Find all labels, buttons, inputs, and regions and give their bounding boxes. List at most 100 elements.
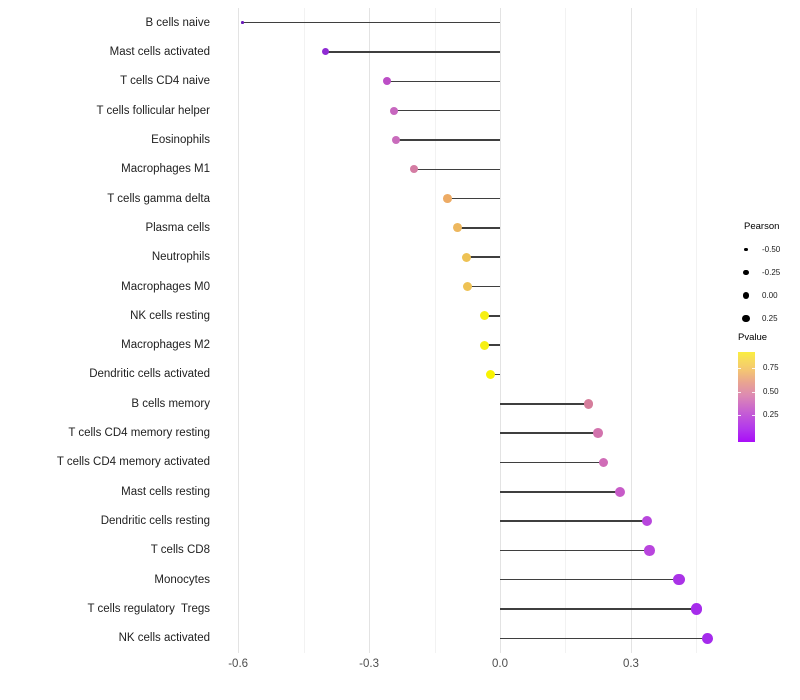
y-axis-label: Plasma cells <box>145 221 210 234</box>
lollipop-dot <box>690 603 703 615</box>
gradient-tick <box>752 368 755 370</box>
size-legend-entry: -0.50 <box>738 238 800 261</box>
lollipop-dot <box>462 252 472 262</box>
lollipop-stem <box>396 139 500 141</box>
legend-value-label: 0.25 <box>762 314 778 323</box>
lollipop-dot <box>480 340 490 350</box>
lollipop-stem <box>500 549 650 552</box>
lollipop-stem <box>500 432 598 434</box>
lollipop-dot <box>644 545 655 556</box>
lollipop-stem <box>325 51 500 53</box>
lollipop-stem <box>490 373 500 376</box>
lollipop-stem <box>467 285 500 288</box>
x-axis: -0.6 -0.3 0.0 0.3 <box>222 658 737 676</box>
lollipop-dot <box>479 311 489 321</box>
size-legend-entry: 0.25 <box>738 307 800 330</box>
gridline-minor <box>303 8 305 653</box>
lollipop-stem <box>393 109 500 112</box>
legend-dot-box <box>738 269 754 276</box>
lollipop-dot <box>615 486 626 497</box>
size-legend-entry: 0.00 <box>738 284 800 307</box>
y-axis-label: Macrophages M0 <box>121 280 210 293</box>
y-axis-label: Eosinophils <box>151 133 210 146</box>
y-axis-label: Neutrophils <box>151 251 210 264</box>
lollipop-stem <box>414 168 500 170</box>
gridline-minor <box>696 8 698 653</box>
pvalue-color-legend: Pvalue 0.75 0.50 0.25 <box>738 332 800 462</box>
lollipop-dot <box>241 21 244 24</box>
lollipop-stem <box>386 80 500 83</box>
lollipop-dot <box>382 77 391 86</box>
legend-value-label: -0.50 <box>762 245 781 254</box>
pearson-size-legend: Pearson -0.50 -0.25 0.00 0.25 <box>738 221 800 330</box>
gridline-major <box>238 8 240 653</box>
y-axis-label: Mast cells resting <box>121 485 210 498</box>
lollipop-dot <box>583 398 594 409</box>
y-axis-label: T cells CD4 memory resting <box>68 427 210 440</box>
y-axis-label: Dendritic cells activated <box>89 368 210 381</box>
lollipop-dot <box>592 428 603 438</box>
lollipop-dot <box>673 574 685 586</box>
legend-dot <box>742 314 750 323</box>
lollipop-stem <box>500 403 589 405</box>
plot-panel <box>222 8 737 653</box>
lollipop-stem <box>500 637 708 640</box>
lollipop-dot <box>641 515 653 527</box>
gradient-tick <box>738 368 741 370</box>
y-axis-label: T cells follicular helper <box>96 104 210 117</box>
lollipop-dot <box>321 48 329 56</box>
lollipop-dot <box>701 632 714 645</box>
lollipop-stem <box>500 461 604 464</box>
lollipop-stem <box>500 608 697 610</box>
y-axis-label: Mast cells activated <box>109 45 210 58</box>
legend-value-label: 0.00 <box>762 291 778 300</box>
gradient-tick <box>738 391 741 393</box>
legend-dot-box <box>738 247 754 252</box>
gridline-major <box>369 8 371 653</box>
y-axis-label: B cells memory <box>131 397 210 410</box>
x-tick-label: 0.0 <box>492 658 508 670</box>
lollipop-stem <box>466 256 500 258</box>
lollipop-dot <box>452 223 462 233</box>
lollipop-stem <box>242 21 500 24</box>
legend-dot-box <box>738 292 754 299</box>
y-axis-label: T cells regulatory Tregs <box>87 603 210 616</box>
gradient-tick <box>752 415 755 416</box>
lollipop-stem <box>500 520 648 522</box>
y-axis-label: T cells CD8 <box>150 544 210 557</box>
y-axis-label: T cells CD4 naive <box>120 75 210 88</box>
pvalue-gradient-bar <box>738 352 755 442</box>
gradient-tick-label: 0.75 <box>763 363 779 373</box>
lollipop-stem <box>457 227 500 229</box>
y-axis-label: T cells CD4 memory activated <box>56 456 210 469</box>
lollipop-dot <box>409 165 419 174</box>
y-axis-label: T cells gamma delta <box>107 192 210 205</box>
legend-value-label: -0.25 <box>762 268 781 277</box>
lollipop-dot <box>442 194 452 203</box>
gradient-tick-label: 0.50 <box>763 386 779 396</box>
x-tick-label: -0.3 <box>359 658 379 670</box>
legend-dot-box <box>738 314 754 323</box>
lollipop-stem <box>500 578 679 581</box>
gradient-tick <box>738 415 741 416</box>
lollipop-dot <box>389 106 398 115</box>
y-axis-label: B cells naive <box>145 16 210 29</box>
y-axis: B cells naive Mast cells activated T cells… <box>0 8 216 653</box>
y-axis-label: NK cells activated <box>118 632 210 645</box>
x-tick-label: 0.3 <box>622 658 639 670</box>
gridline-minor <box>434 8 436 653</box>
gridline-major <box>630 8 632 653</box>
legend-dot <box>743 269 749 276</box>
size-legend-entries: -0.50 -0.25 0.00 0.25 <box>738 238 800 330</box>
lollipop-stem <box>500 491 621 493</box>
legend-dot <box>742 292 750 299</box>
lollipop-stem <box>484 344 500 346</box>
lollipop-dot <box>598 457 609 468</box>
lollipop-dot <box>485 369 495 380</box>
y-axis-label: Monocytes <box>154 573 210 586</box>
lollipop-dot <box>392 135 401 144</box>
gradient-tick <box>752 391 755 393</box>
legend-dot <box>744 247 748 252</box>
lollipop-stem <box>484 315 500 317</box>
